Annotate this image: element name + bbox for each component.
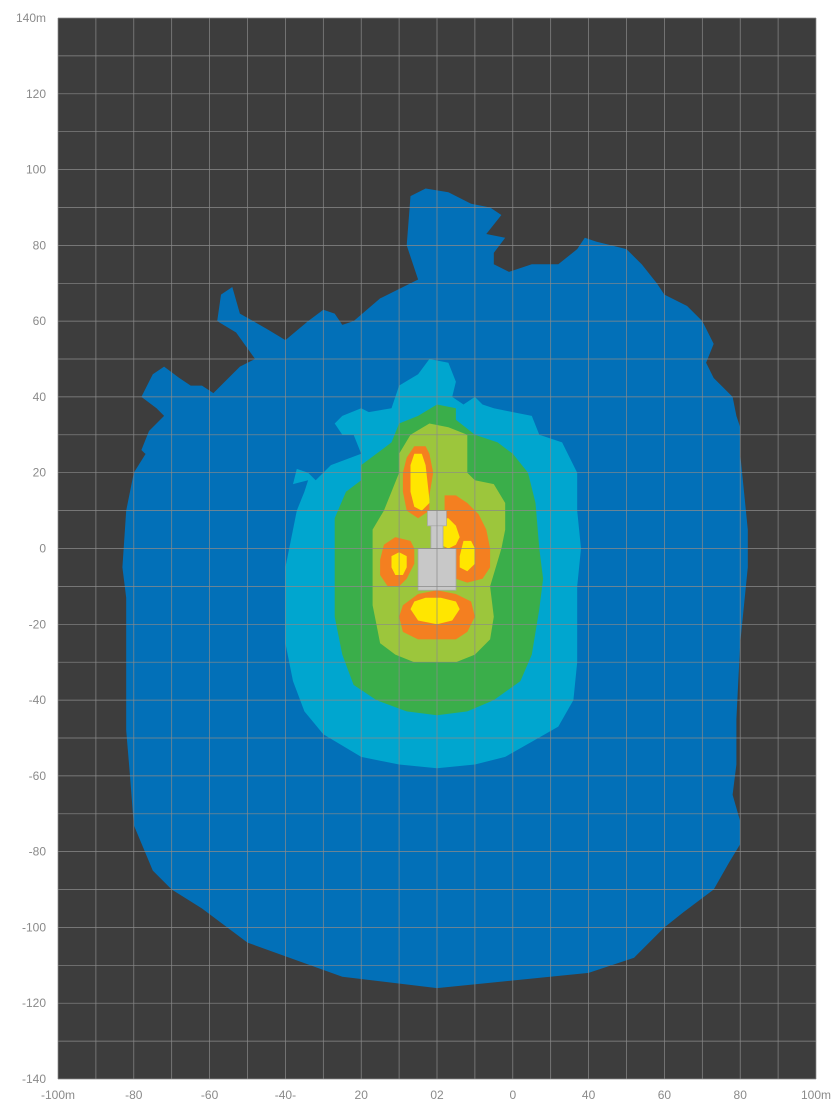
y-tick-label: -20 — [29, 617, 47, 631]
y-tick-label: 60 — [33, 314, 47, 328]
grid-lines — [57, 17, 817, 1080]
x-tick-label: -40- — [275, 1088, 296, 1102]
y-tick-label: 120 — [26, 87, 46, 101]
y-tick-label: -80 — [29, 845, 47, 859]
y-tick-label: 140m — [16, 11, 46, 25]
x-axis-tick-labels: -100m -80 -60 -40- 20 02 0 40 60 80 100m — [41, 1088, 831, 1102]
x-tick-label: -100m — [41, 1088, 75, 1102]
y-tick-label: 80 — [33, 238, 47, 252]
x-tick-label: 02 — [430, 1088, 444, 1102]
y-tick-label: 100 — [26, 163, 46, 177]
y-tick-label: -120 — [22, 996, 46, 1010]
y-tick-label: -60 — [29, 769, 47, 783]
x-tick-label: 20 — [355, 1088, 369, 1102]
y-tick-label: 0 — [39, 542, 46, 556]
zone-zone-6d — [410, 453, 430, 511]
y-tick-label: -100 — [22, 920, 46, 934]
x-tick-label: 60 — [658, 1088, 672, 1102]
x-tick-label: -60 — [201, 1088, 219, 1102]
x-tick-label: -80 — [125, 1088, 143, 1102]
x-tick-label: 40 — [582, 1088, 596, 1102]
y-tick-label: -40 — [29, 693, 47, 707]
zone-zone-6a — [410, 597, 460, 625]
x-tick-label: 0 — [509, 1088, 516, 1102]
y-tick-label: 20 — [33, 466, 47, 480]
y-tick-label: -140 — [22, 1072, 46, 1086]
x-tick-label: 100m — [801, 1088, 831, 1102]
x-tick-label: 80 — [734, 1088, 748, 1102]
y-tick-label: 40 — [33, 390, 47, 404]
y-axis-tick-labels: 140m 120 100 80 60 40 20 0 -20 -40 -60 -80 -100 -120 -… — [16, 11, 46, 1086]
